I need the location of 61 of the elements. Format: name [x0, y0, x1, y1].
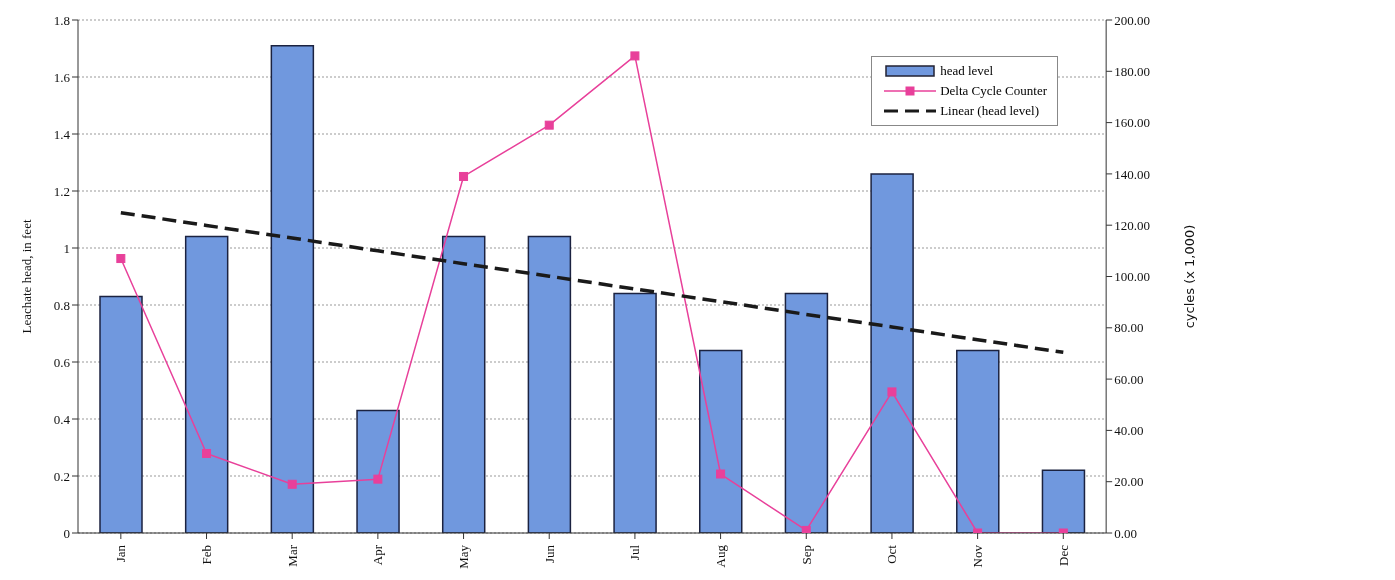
y-tick-label: 1.2 — [53, 183, 70, 199]
x-tick-label: Sep — [798, 545, 814, 565]
y-tick-label: 0.6 — [53, 354, 71, 370]
x-tick-label: Feb — [199, 545, 215, 565]
y2-tick-label: 40.00 — [1114, 423, 1144, 439]
bar — [870, 173, 914, 533]
x-tick-label: Jun — [541, 544, 557, 564]
x-tick-label: Apr — [370, 544, 386, 566]
y-tick-label: 1.6 — [53, 69, 71, 85]
point — [459, 171, 469, 181]
x-tick-label: Oct — [884, 544, 900, 564]
y2-tick-label: 80.00 — [1114, 320, 1144, 336]
y-tick-label: 1 — [63, 240, 70, 256]
y-tick-label: 1.4 — [53, 126, 71, 142]
legend-label: Linear (head level) — [940, 103, 1040, 119]
point — [202, 448, 212, 458]
y2-tick-label: 160.00 — [1114, 115, 1150, 131]
y2-tick-label: 100.00 — [1114, 269, 1150, 285]
point — [373, 474, 383, 484]
legend-label: Delta Cycle Counter — [940, 83, 1047, 99]
bar — [356, 409, 400, 533]
y-axis-title: Leachate head, in feet — [18, 219, 34, 334]
y2-tick-label: 120.00 — [1114, 217, 1150, 233]
bar — [956, 349, 1000, 533]
bar — [270, 44, 315, 533]
bar — [184, 235, 229, 533]
y2-tick-label: 180.00 — [1114, 63, 1150, 79]
point — [116, 254, 126, 264]
bar — [1041, 469, 1086, 533]
x-tick-label: Aug — [713, 544, 729, 568]
bar — [613, 292, 657, 533]
legend-label: head level — [940, 63, 994, 79]
bar — [784, 292, 829, 533]
point — [287, 479, 297, 489]
y-tick-label: 0 — [63, 525, 70, 541]
y2-tick-label: 140.00 — [1114, 166, 1150, 182]
x-tick-label: Jul — [627, 544, 643, 561]
x-tick-label: Dec — [1055, 544, 1071, 566]
x-tick-label: May — [456, 544, 472, 569]
point — [887, 387, 897, 397]
y-tick-label: 0.8 — [53, 297, 70, 313]
point — [801, 525, 811, 533]
x-tick-label: Nov — [970, 544, 986, 568]
x-tick-label: Mar — [284, 544, 300, 567]
y2-axis-title: cycles (x 1,000) — [1181, 224, 1197, 329]
x-tick-label: Jan — [113, 544, 129, 563]
y-tick-label: 0.4 — [53, 411, 71, 427]
bar — [441, 235, 486, 533]
bar — [699, 349, 743, 533]
y2-tick-label: 20.00 — [1114, 474, 1144, 490]
y-tick-label: 1.8 — [53, 12, 70, 28]
y2-tick-label: 0.00 — [1114, 525, 1137, 541]
y2-tick-label: 200.00 — [1114, 12, 1150, 28]
bar — [99, 295, 143, 533]
point — [630, 51, 640, 61]
y2-tick-label: 60.00 — [1114, 371, 1144, 387]
point — [544, 120, 554, 130]
bar — [527, 235, 572, 533]
point — [716, 469, 726, 479]
line-series — [119, 210, 1066, 355]
y-tick-label: 0.2 — [53, 468, 70, 484]
